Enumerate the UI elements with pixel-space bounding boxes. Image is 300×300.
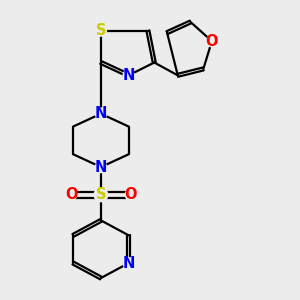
Text: O: O (124, 187, 137, 202)
Text: N: N (95, 160, 107, 175)
Text: N: N (95, 106, 107, 121)
Circle shape (95, 161, 106, 172)
Circle shape (95, 25, 106, 36)
Circle shape (95, 108, 106, 119)
Circle shape (65, 189, 76, 200)
Text: O: O (206, 34, 218, 49)
Text: N: N (122, 68, 135, 83)
Text: N: N (122, 256, 135, 271)
Circle shape (94, 188, 108, 202)
Text: S: S (96, 23, 106, 38)
Circle shape (125, 189, 136, 200)
Circle shape (123, 257, 134, 268)
Text: S: S (96, 187, 106, 202)
Circle shape (206, 36, 218, 47)
Circle shape (123, 70, 134, 81)
Text: O: O (65, 187, 77, 202)
